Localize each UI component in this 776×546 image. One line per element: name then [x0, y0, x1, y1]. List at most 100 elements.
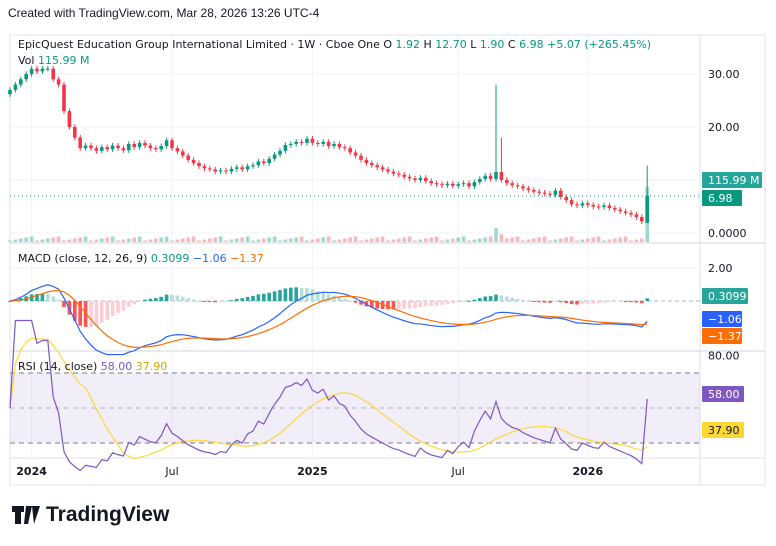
volume-bar: [321, 237, 325, 242]
candle-body: [83, 145, 88, 149]
macd-histogram-bar: [542, 301, 547, 303]
volume-bar: [256, 239, 261, 242]
macd-legend-part: −1.06: [193, 252, 230, 265]
volume-bar: [467, 240, 471, 242]
macd-histogram-bar: [629, 301, 633, 303]
macd-histogram-bar: [353, 301, 358, 303]
candle-body: [375, 165, 379, 168]
volume-bar: [386, 240, 390, 242]
macd-histogram-bar: [445, 301, 450, 304]
candle-body: [429, 181, 433, 184]
rsi-ma-line: [9, 337, 648, 460]
macd-histogram-bar: [569, 301, 574, 305]
volume-bar: [613, 238, 617, 242]
candle-body: [580, 203, 585, 206]
macd-histogram-bar: [505, 296, 509, 301]
macd-histogram-bar: [137, 301, 142, 302]
macd-histogram-bar: [607, 301, 612, 303]
tradingview-logo-icon: [12, 506, 40, 524]
candle-body: [13, 84, 18, 90]
candle-body: [29, 68, 34, 74]
macd-histogram-bar: [602, 301, 606, 303]
macd-histogram-bar: [213, 301, 217, 303]
candle-body: [110, 145, 115, 150]
logo-text: TradingView: [46, 503, 170, 526]
volume-bar: [218, 236, 223, 242]
macd-histogram-bar: [51, 296, 55, 301]
candle-body: [170, 140, 174, 149]
macd-histogram-bar: [321, 292, 325, 301]
volume-bar: [213, 237, 217, 242]
macd-legend-part: 0.3099: [151, 252, 193, 265]
macd-histogram-bar: [197, 300, 201, 302]
macd-histogram-bar: [73, 301, 77, 321]
candle-body: [245, 166, 250, 170]
macd-histogram-bar: [224, 301, 228, 302]
macd-histogram-bar: [413, 301, 417, 309]
macd-histogram-bar: [94, 301, 99, 326]
volume-bar: [445, 239, 450, 242]
volume-bar: [559, 238, 563, 242]
macd-badge: −1.06: [708, 313, 742, 326]
volume-bar: [348, 237, 352, 242]
candle-body: [343, 147, 347, 149]
macd-histogram-bar: [537, 301, 541, 303]
candle-body: [402, 174, 406, 177]
volume-bar: [478, 238, 482, 242]
candle-body: [40, 68, 45, 72]
macd-histogram-bar: [461, 301, 466, 302]
macd-histogram-bar: [402, 301, 406, 310]
candle-body: [451, 183, 455, 186]
price-legend-part: C: [508, 38, 519, 51]
macd-histogram-bar: [488, 296, 493, 301]
volume-bar: [532, 238, 536, 242]
volume-bar: [240, 237, 244, 242]
volume-bar: [127, 238, 131, 242]
volume-bar: [586, 238, 590, 242]
volume-bar: [8, 240, 12, 242]
volume-bar: [170, 240, 174, 242]
candle-body: [440, 184, 444, 186]
candle-body: [478, 178, 482, 183]
candle-body: [191, 159, 196, 164]
price-legend-part: 1.90: [480, 38, 508, 51]
time-tick-label: Jul: [451, 465, 465, 478]
candle-body: [332, 143, 336, 147]
candle-body: [67, 111, 72, 127]
created-with-header: Created with TradingView.com, Mar 28, 20…: [8, 6, 320, 20]
volume-bar: [272, 236, 277, 242]
macd-histogram-bar: [235, 298, 239, 301]
macd-histogram-bar: [451, 301, 455, 304]
volume-bar: [40, 239, 45, 242]
macd-histogram-bar: [337, 297, 342, 301]
price-badge: 6.98: [708, 192, 733, 205]
volume-badge: 115.99 M: [708, 174, 759, 187]
price-tick-label: 30.00: [708, 68, 740, 81]
candle-body: [407, 176, 412, 179]
chart-area[interactable]: 30.00 20.00 0.0000 2.00 80.00 2024 Jul 2025 Jul 2…: [0, 0, 776, 500]
macd-histogram-bar: [418, 301, 423, 307]
volume-bar: [402, 237, 406, 242]
price-tick-label: 0.0000: [708, 227, 747, 240]
candle-body: [613, 208, 617, 210]
candle-body: [359, 155, 363, 160]
candle-body: [607, 205, 612, 209]
candle-body: [472, 182, 477, 187]
macd-histogram-bar: [575, 301, 579, 305]
candle-body: [526, 188, 531, 191]
volume-bar: [105, 237, 109, 242]
macd-histogram-bar: [100, 301, 104, 323]
macd-histogram-bar: [262, 293, 266, 301]
price-legend-part: H: [424, 38, 436, 51]
volume-bar: [499, 234, 504, 242]
candle-body: [521, 186, 525, 189]
macd-histogram-bar: [326, 294, 331, 301]
macd-histogram-bar: [467, 300, 471, 302]
candle-body: [499, 172, 504, 180]
candle-body: [62, 84, 66, 112]
volume-bar: [294, 237, 298, 242]
volume-bar: [564, 237, 568, 242]
volume-bar: [148, 239, 153, 242]
price-badge-bg: [702, 190, 742, 206]
candle-body: [510, 183, 514, 186]
